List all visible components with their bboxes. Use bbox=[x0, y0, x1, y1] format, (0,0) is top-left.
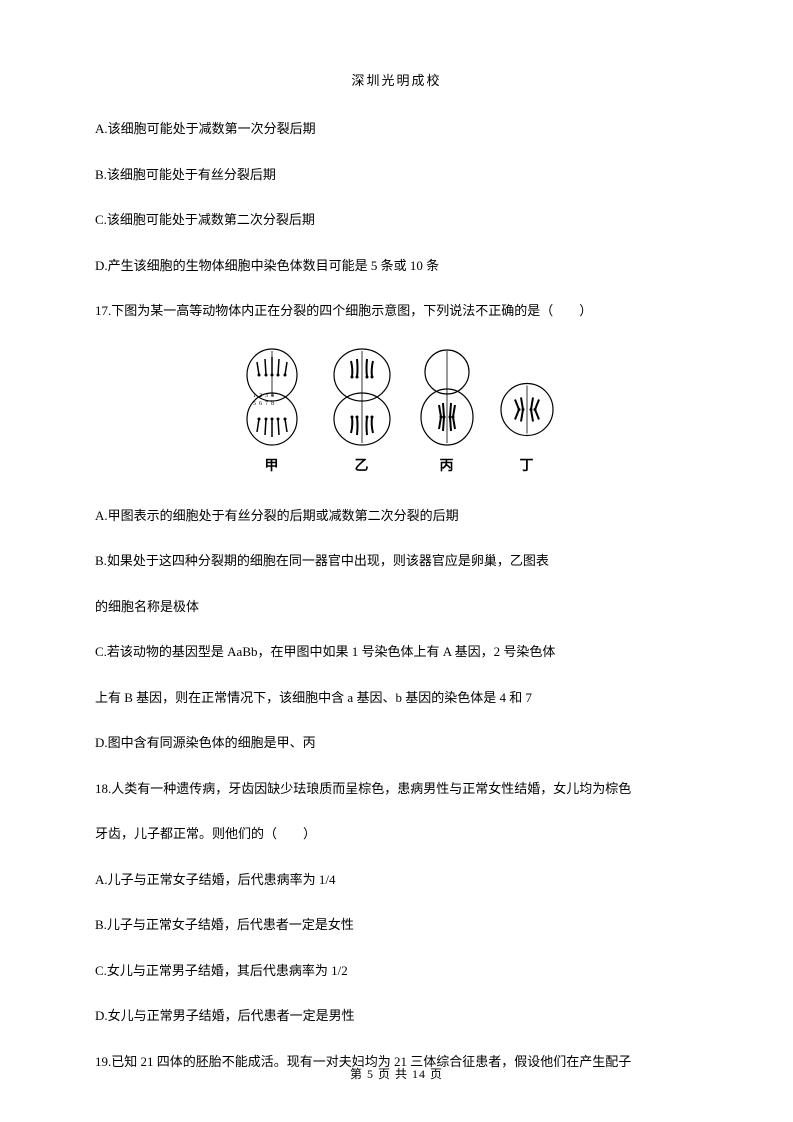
svg-text:3: 3 bbox=[265, 393, 268, 399]
q17-option-d: D.图中含有同源染色体的细胞是甲、丙 bbox=[95, 733, 698, 753]
svg-text:6: 6 bbox=[259, 401, 262, 407]
diagram-row: 1 2 3 4 5 6 7 8 甲 bbox=[95, 347, 698, 476]
svg-text:4: 4 bbox=[271, 393, 274, 399]
label-ding: 丁 bbox=[520, 455, 534, 476]
label-yi: 乙 bbox=[355, 455, 369, 476]
q17-option-c-1: C.若该动物的基因型是 AaBb，在甲图中如果 1 号染色体上有 A 基因，2 … bbox=[95, 642, 698, 662]
svg-text:8: 8 bbox=[271, 401, 274, 407]
option-c: C.该细胞可能处于减数第二次分裂后期 bbox=[95, 210, 698, 230]
label-bing: 丙 bbox=[440, 455, 454, 476]
svg-text:2: 2 bbox=[259, 393, 262, 399]
q17-option-c-2: 上有 B 基因，则在正常情况下，该细胞中含 a 基因、b 基因的染色体是 4 和… bbox=[95, 688, 698, 708]
document-content: A.该细胞可能处于减数第一次分裂后期 B.该细胞可能处于有丝分裂后期 C.该细胞… bbox=[95, 119, 698, 1071]
q18-option-d: D.女儿与正常男子结婚，后代患者一定是男性 bbox=[95, 1006, 698, 1026]
cell-ding-svg bbox=[497, 372, 557, 447]
question-18-2: 牙齿，儿子都正常。则他们的（ ） bbox=[95, 824, 698, 844]
option-b: B.该细胞可能处于有丝分裂后期 bbox=[95, 165, 698, 185]
option-d: D.产生该细胞的生物体细胞中染色体数目可能是 5 条或 10 条 bbox=[95, 256, 698, 276]
svg-text:5: 5 bbox=[253, 401, 256, 407]
q18-option-c: C.女儿与正常男子结婚，其后代患病率为 1/2 bbox=[95, 961, 698, 981]
q17-option-b-2: 的细胞名称是极体 bbox=[95, 597, 698, 617]
cell-bing-svg bbox=[417, 347, 477, 447]
q18-option-a: A.儿子与正常女子结婚，后代患病率为 1/4 bbox=[95, 870, 698, 890]
cell-yi: 乙 bbox=[327, 347, 397, 476]
option-a: A.该细胞可能处于减数第一次分裂后期 bbox=[95, 119, 698, 139]
cell-ding: 丁 bbox=[497, 372, 557, 476]
header-title: 深圳光明成校 bbox=[351, 73, 441, 88]
page-footer: 第 5 页 共 14 页 bbox=[0, 1065, 793, 1082]
svg-text:1: 1 bbox=[253, 393, 256, 399]
cell-bing: 丙 bbox=[417, 347, 477, 476]
cell-jia: 1 2 3 4 5 6 7 8 甲 bbox=[237, 347, 307, 476]
page-header: 深圳光明成校 bbox=[95, 70, 698, 89]
label-jia: 甲 bbox=[265, 455, 279, 476]
question-17: 17.下图为某一高等动物体内正在分裂的四个细胞示意图，下列说法不正确的是（ ） bbox=[95, 301, 698, 321]
cell-diagram: 1 2 3 4 5 6 7 8 甲 bbox=[95, 347, 698, 476]
q17-option-a: A.甲图表示的细胞处于有丝分裂的后期或减数第二次分裂的后期 bbox=[95, 506, 698, 526]
cell-yi-svg bbox=[327, 347, 397, 447]
page-number: 第 5 页 共 14 页 bbox=[350, 1067, 443, 1081]
svg-text:7: 7 bbox=[265, 401, 268, 407]
q17-option-b-1: B.如果处于这四种分裂期的细胞在同一器官中出现，则该器官应是卵巢，乙图表 bbox=[95, 551, 698, 571]
cell-jia-svg: 1 2 3 4 5 6 7 8 bbox=[237, 347, 307, 447]
question-18-1: 18.人类有一种遗传病，牙齿因缺少珐琅质而呈棕色，患病男性与正常女性结婚，女儿均… bbox=[95, 779, 698, 799]
q18-option-b: B.儿子与正常女子结婚，后代患者一定是女性 bbox=[95, 915, 698, 935]
